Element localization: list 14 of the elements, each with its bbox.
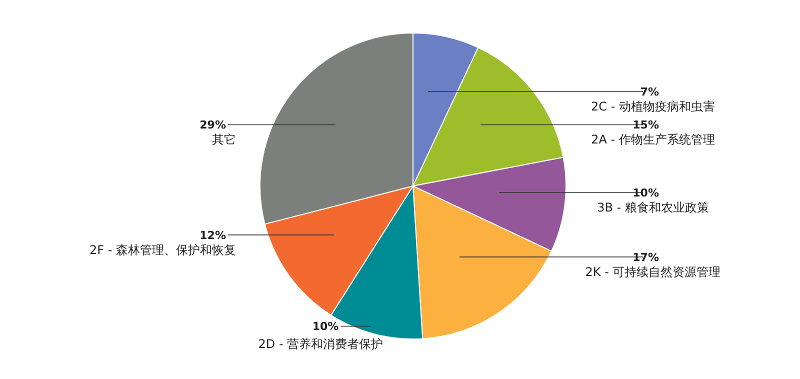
slice-label: 2C - 动植物疫病和虫害 — [591, 99, 715, 114]
slice-label: 其它 — [212, 132, 236, 147]
data-label: 15% — [632, 118, 659, 132]
slice-label: 2D - 营养和消费者保护 — [258, 337, 384, 352]
slice-label: 2K - 可持续自然资源管理 — [585, 264, 721, 279]
data-label: 29% — [200, 118, 226, 132]
slice-label: 3B - 粮食和农业政策 — [597, 200, 709, 215]
slice-label: 2F - 森林管理、保护和恢复 — [90, 242, 236, 257]
slice-label: 2A - 作物生产系统管理 — [591, 132, 715, 147]
data-label: 12% — [200, 228, 226, 242]
data-label: 10% — [312, 320, 339, 334]
data-label: 10% — [632, 186, 659, 200]
data-label: 17% — [632, 250, 659, 264]
data-label: 7% — [640, 85, 659, 98]
